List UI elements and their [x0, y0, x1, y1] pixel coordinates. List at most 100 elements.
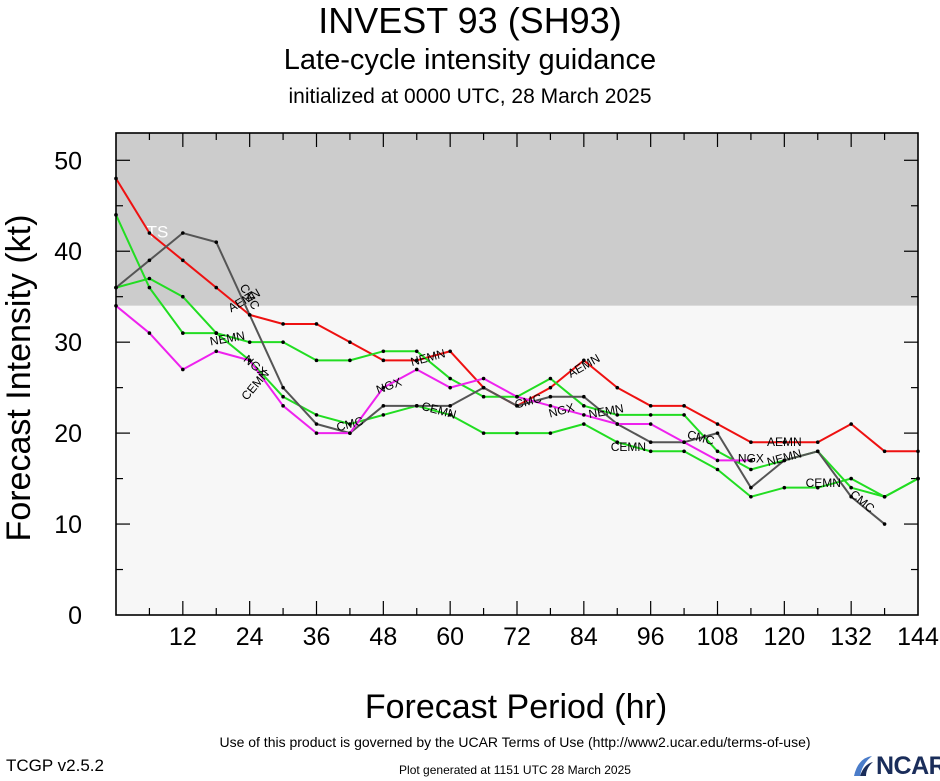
x-tick-label-48: 48: [369, 623, 397, 651]
point-cmc-66: [481, 385, 486, 390]
point-cmc-120: [782, 458, 787, 463]
point-aemn-96: [648, 404, 653, 408]
series-label-cmc-1: CMC: [335, 414, 365, 435]
series-label-cemn-2: CEMN: [611, 440, 646, 454]
point-cemn-90: [615, 440, 620, 445]
point-ngx-6: [147, 331, 152, 335]
point-cmc-126: [815, 449, 820, 454]
x-tick-label-132: 132: [830, 623, 872, 651]
x-tick-label-96: 96: [637, 623, 665, 651]
x-tick-label-108: 108: [697, 623, 739, 651]
point-cemn-132: [849, 476, 853, 481]
point-cemn-102: [682, 449, 686, 454]
point-nemn-60: [448, 376, 452, 381]
point-cemn-30: [281, 394, 285, 399]
series-label-cemn-3: CEMN: [806, 476, 841, 490]
chart-init-time: initialized at 0000 UTC, 28 March 2025: [288, 85, 652, 108]
x-tick-label-36: 36: [303, 623, 331, 651]
point-cmc-48: [381, 404, 386, 408]
point-aemn-36: [314, 322, 319, 326]
point-ngx-42: [348, 431, 352, 435]
point-cmc-18: [214, 240, 219, 244]
point-aemn-18: [214, 285, 219, 290]
point-cmc-12: [181, 231, 185, 235]
point-cmc-78: [548, 394, 553, 399]
y-tick-label-50: 50: [54, 147, 82, 175]
plot-frame: [115, 132, 919, 616]
point-aemn-78: [548, 385, 553, 390]
point-nemn-66: [481, 394, 486, 399]
axes-frame: [115, 132, 919, 616]
point-ngx-18: [214, 349, 219, 354]
point-cemn-126: [815, 485, 820, 490]
point-cemn-114: [749, 494, 753, 499]
point-cemn-60: [448, 413, 452, 417]
point-cemn-48: [381, 413, 386, 417]
point-aemn-60: [448, 349, 452, 354]
point-ngx-90: [615, 422, 620, 426]
ncar-logo: NCAR: [852, 752, 940, 780]
axis-ticks: [116, 133, 918, 615]
y-tick-label-30: 30: [54, 329, 82, 357]
band-label-ts: TS: [147, 223, 169, 242]
point-cemn-42: [348, 422, 352, 426]
point-cmc-24: [247, 313, 252, 317]
point-nemn-42: [348, 358, 352, 363]
point-ngx-30: [281, 404, 285, 408]
series-line-cmc: [115, 232, 886, 525]
point-cmc-114: [749, 485, 753, 490]
point-nemn-6: [147, 285, 152, 290]
point-cemn-84: [582, 422, 586, 426]
point-cemn-36: [314, 413, 319, 417]
tick-labels: 12 24 36 48 60 72 84 96 108 120 132 144 0 10 20 30 40 50: [54, 147, 939, 651]
point-cemn-72: [515, 431, 519, 435]
point-nemn-12: [181, 331, 185, 335]
point-cemn-138: [882, 494, 887, 499]
point-aemn-84: [582, 358, 586, 363]
ncar-wave-icon: [854, 756, 873, 776]
version-label: TCGP v2.5.2: [6, 756, 104, 775]
point-aemn-30: [281, 322, 285, 326]
x-tick-label-84: 84: [570, 623, 598, 651]
point-aemn-126: [815, 440, 820, 445]
x-tick-label-12: 12: [169, 623, 197, 651]
point-cmc-96: [648, 440, 653, 445]
point-cmc-72: [515, 404, 519, 408]
point-cmc-132: [849, 494, 853, 499]
point-aemn-6: [147, 231, 152, 235]
point-ngx-48: [381, 385, 386, 390]
point-ngx-24: [247, 358, 252, 363]
x-tick-label-24: 24: [236, 623, 264, 651]
chart-title: INVEST 93 (SH93): [318, 0, 622, 41]
point-ngx-66: [481, 376, 486, 381]
point-ngx-114: [749, 458, 753, 463]
x-tick-label-72: 72: [503, 623, 531, 651]
y-tick-label-0: 0: [68, 602, 82, 630]
point-cmc-36: [314, 422, 319, 426]
point-nemn-78: [548, 376, 553, 381]
point-nemn-36: [314, 358, 319, 363]
series-label-ngx-3: NGX: [738, 452, 764, 466]
chart-subtitle: Late-cycle intensity guidance: [283, 44, 657, 76]
point-nemn-90: [615, 413, 620, 417]
point-ngx-12: [181, 367, 185, 372]
generated-time: Plot generated at 1151 UTC 28 March 2025: [399, 763, 631, 777]
point-aemn-48: [381, 358, 386, 363]
point-aemn-12: [181, 258, 185, 263]
y-axis-label: Forecast Intensity (kt): [0, 215, 38, 542]
point-ngx-84: [582, 413, 586, 417]
series-label-nemn-2: NEMN: [587, 401, 624, 421]
point-nemn-132: [849, 485, 853, 490]
point-nemn-54: [414, 349, 419, 354]
point-cmc-54: [414, 404, 419, 408]
series-label-ngx-2: NGX: [547, 400, 576, 420]
point-cemn-6: [147, 276, 152, 281]
series-label-aemn-2: AEMN: [767, 435, 802, 449]
intensity-chart: TS AEMNAEMNAEMNNEMNNEMNNEMNNEMNCEMNCEMNC…: [0, 132, 939, 726]
point-aemn-42: [348, 340, 352, 344]
point-cmc-30: [281, 385, 285, 390]
point-aemn-54: [414, 358, 419, 363]
y-tick-label-20: 20: [54, 420, 82, 448]
series-label-nemn-0: NEMN: [209, 329, 246, 349]
point-nemn-96: [648, 413, 653, 417]
